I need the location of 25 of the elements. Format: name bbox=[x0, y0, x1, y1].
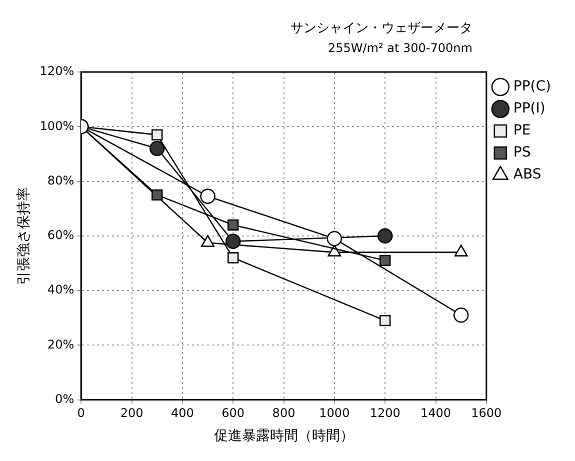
legend-label: PP(C) bbox=[513, 78, 552, 95]
x-tick-label: 200 bbox=[120, 406, 144, 420]
y-tick-label: 20% bbox=[47, 337, 74, 352]
y-tick-label: 100% bbox=[40, 118, 74, 133]
x-tick-label: 1400 bbox=[420, 406, 452, 420]
chart-title: サンシャイン・ウェザーメータ bbox=[290, 21, 472, 36]
legend-label: ABS bbox=[513, 166, 542, 183]
x-tick-label: 400 bbox=[170, 406, 194, 420]
y-tick-label: 40% bbox=[47, 282, 74, 297]
y-tick-label: 120% bbox=[40, 64, 74, 78]
y-tick-label: 0% bbox=[55, 392, 74, 406]
y-axis-title: 引張強さ保持率 bbox=[16, 186, 32, 285]
y-tick-label: 60% bbox=[47, 228, 74, 242]
x-tick-label: 1200 bbox=[370, 406, 400, 420]
legend-label: PS bbox=[513, 144, 531, 161]
y-tick-label: 80% bbox=[47, 173, 74, 188]
legend-label: PP(I) bbox=[513, 100, 546, 117]
chart-subtitle: 255W/m² at 300-700nm bbox=[328, 41, 472, 55]
x-tick-label: 600 bbox=[222, 406, 245, 420]
x-tick-label: 1000 bbox=[319, 406, 350, 420]
x-tick-label: 0 bbox=[77, 406, 85, 420]
x-tick-label: 800 bbox=[272, 406, 296, 420]
legend-label: PE bbox=[513, 122, 531, 139]
x-tick-label: 1600 bbox=[471, 406, 502, 420]
x-axis-title: 促進暴露時間（時間） bbox=[214, 428, 354, 444]
